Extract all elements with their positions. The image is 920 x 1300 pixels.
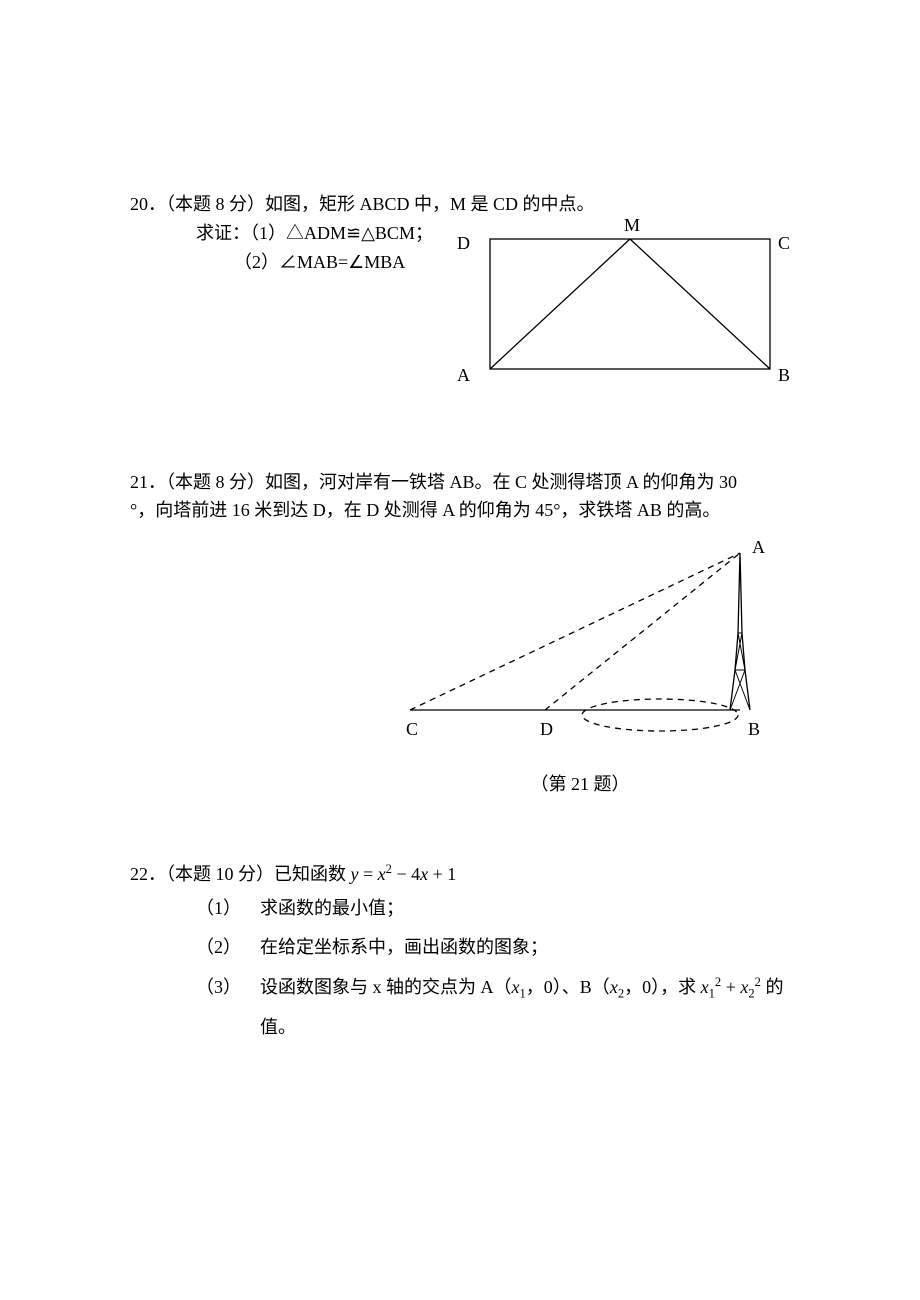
p21-line2: °，向塔前进 16 米到达 D，在 D 处测得 A 的仰角为 45°，求铁塔 A… [130, 496, 790, 525]
svg-text:D: D [457, 233, 470, 253]
svg-text:B: B [748, 719, 760, 739]
p21-text1: 如图，河对岸有一铁塔 AB。在 C 处测得塔顶 A 的仰角为 30 [265, 472, 737, 492]
p21-figure: C D B A （第 21 题） [370, 535, 790, 799]
p22-sub3-mid1: ，0）、B（ [526, 977, 610, 997]
p22-sub3-post: 的 [761, 977, 784, 997]
p22-sub3-num: （3） [196, 968, 260, 1008]
p22-sub3-text: 设函数图象与 x 轴的交点为 A（x1，0）、B（x2，0），求 x12 + x… [260, 968, 783, 1008]
p21-number: 21． [130, 472, 166, 492]
p20-points: （本题 8 分） [166, 194, 265, 214]
p22-formula: y = x2 − 4x + 1 [351, 864, 457, 884]
p22-sub3: （3） 设函数图象与 x 轴的交点为 A（x1，0）、B（x2，0），求 x12… [196, 968, 790, 1008]
p22-sub3-pre: 设函数图象与 x 轴的交点为 A（ [260, 977, 512, 997]
p22-points: （本题 10 分） [166, 864, 274, 884]
p22-x2: x2 [610, 977, 624, 997]
p22-sub2: （2） 在给定坐标系中，画出函数的图象； [196, 928, 790, 968]
p22-sub1-text: 求函数的最小值； [260, 889, 404, 929]
p21-line1: 21．（本题 8 分）如图，河对岸有一铁塔 AB。在 C 处测得塔顶 A 的仰角… [130, 468, 790, 497]
p20-prove-line1: 求证：（1）△ADM≌△BCM； [130, 219, 440, 248]
p20-prove1: （1）△ADM≌△BCM； [250, 223, 433, 243]
p20-number: 20． [130, 194, 166, 214]
p22-sub3b-pad [196, 1008, 260, 1048]
p22-sub3-mid2: ，0），求 [624, 977, 701, 997]
svg-text:A: A [457, 365, 470, 385]
problem-22: 22．（本题 10 分）已知函数 y = x2 − 4x + 1 （1） 求函数… [130, 859, 790, 1048]
problem-20: 20．（本题 8 分）如图，矩形 ABCD 中，M 是 CD 的中点。 求证：（… [130, 190, 790, 408]
svg-text:D: D [540, 719, 553, 739]
p22-sub1: （1） 求函数的最小值； [196, 889, 790, 929]
svg-text:M: M [624, 219, 640, 235]
p22-header: 22．（本题 10 分）已知函数 y = x2 − 4x + 1 [130, 859, 790, 889]
p21-caption: （第 21 题） [370, 770, 790, 799]
svg-text:C: C [778, 233, 790, 253]
p22-sub1-num: （1） [196, 889, 260, 929]
p20-figure: D C A B M [450, 219, 790, 408]
p22-sub3b: 值。 [196, 1008, 790, 1048]
problem-21: 21．（本题 8 分）如图，河对岸有一铁塔 AB。在 C 处测得塔顶 A 的仰角… [130, 468, 790, 799]
svg-text:B: B [778, 365, 790, 385]
p22-sub2-num: （2） [196, 928, 260, 968]
p21-points: （本题 8 分） [166, 472, 265, 492]
p22-sub2-text: 在给定坐标系中，画出函数的图象； [260, 928, 548, 968]
p20-intro: 如图，矩形 ABCD 中，M 是 CD 的中点。 [265, 194, 595, 214]
p22-sub3-line2: 值。 [260, 1008, 296, 1048]
p20-line1: 20．（本题 8 分）如图，矩形 ABCD 中，M 是 CD 的中点。 [130, 190, 790, 219]
p20-prove-label: 求证： [196, 223, 250, 243]
svg-text:A: A [752, 537, 765, 557]
svg-text:C: C [406, 719, 418, 739]
p22-intro-pre: 已知函数 [274, 864, 351, 884]
p22-number: 22． [130, 864, 166, 884]
p22-expr: x12 + x22 [701, 977, 761, 997]
p20-prove2: （2）∠MAB=∠MBA [130, 248, 440, 277]
p22-x1: x1 [512, 977, 526, 997]
